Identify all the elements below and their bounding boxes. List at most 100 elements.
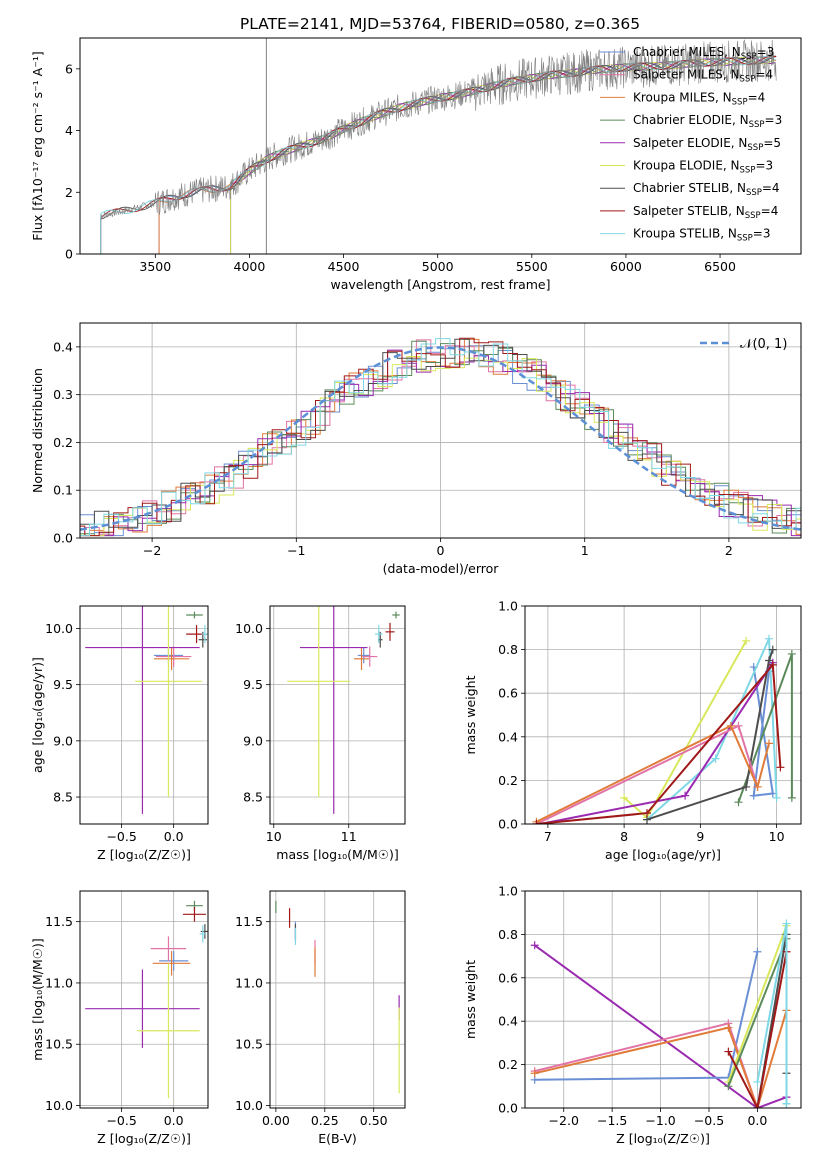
x-tick-label: 9 [696,829,704,844]
x-tick-label: 5500 [516,259,548,274]
y-tick-label: 2 [65,185,73,200]
weight-marker [749,791,758,800]
y-tick-label: 9.0 [243,733,263,748]
legend-name: Kroupa MILES, N [633,90,732,104]
x-axis-label: Z [log₁₀(Z/Z☉)] [97,1131,191,1146]
axes-frame [79,890,209,1109]
legend-name: Chabrier ELODIE, N [633,113,749,127]
errorbar-salpeter-miles [155,646,192,667]
x-tick-label: 5000 [422,259,454,274]
axes-frame [524,890,802,1109]
y-tick-label: 11.0 [235,975,263,990]
x-tick-label: 3500 [139,259,171,274]
axes-frame [269,605,406,825]
x-tick-label: 4000 [234,259,266,274]
weight-line [727,951,788,1108]
legend-nssp: =3 [765,113,783,127]
y-tick-label: 9.5 [243,677,263,692]
legend-entry: 𝒩(0, 1) [740,337,787,352]
y-tick-label: 0 [65,247,73,262]
weight-line [727,925,788,1083]
weight-marker [642,809,651,818]
y-tick-label: 0.0 [498,817,518,832]
errorbar-salpeter-stelib [385,622,395,641]
weight-marker [620,793,629,802]
y-tick-label: 11.5 [45,914,73,929]
legend-nssp: =5 [763,136,781,150]
y-tick-label: 1.0 [498,884,518,899]
errorbar-chabrier-elodie [186,611,203,619]
grid-lines [80,606,208,824]
x-tick-label: −0.5 [694,1113,724,1128]
legend-name: Kroupa STELIB, N [633,227,737,241]
x-tick-label: 4500 [328,259,360,274]
y-tick-label: 0.1 [53,483,73,498]
weight-marker [787,649,796,658]
mass-vs-metallicity-panel: −0.5 0.0 10.0 10.5 11.0 11.5 Z [log₁₀(Z/Z☉)] ma… [30,890,209,1146]
legend-nssp: =3 [757,45,775,59]
weight-marker [681,791,690,800]
weight-marker [742,636,751,645]
errorbar-kroupa-elodie [287,606,351,798]
weight-marker [787,793,796,802]
y-tick-label: 0.2 [498,1057,518,1072]
axes-frame [269,890,406,1109]
legend-entry: Salpeter MILES, NSSP=4 [633,68,773,85]
histogram-steps [80,337,801,537]
legend-name: Chabrier MILES, N [633,45,741,59]
y-axis-label: mass weight [463,960,478,1039]
weight-marker [724,1023,733,1032]
legend-nssp: =4 [748,90,766,104]
weight-marker [734,721,743,730]
x-tick-label: 0.0 [164,829,184,844]
y-tick-label: 0.8 [498,927,518,942]
histogram-chabrier-stelib [80,338,801,537]
y-axis-label: mass weight [463,675,478,754]
grid-lines [80,891,208,1108]
observed-spectrum-line [100,39,777,220]
weight-marker [711,754,720,763]
y-tick-label: 10.0 [235,1098,263,1113]
y-axis-label: Flux [fλ10⁻¹⁷ erg cm⁻² s⁻¹ A⁻¹] [30,51,45,240]
legend-subscript: SSP [747,143,763,153]
legend-nssp: =3 [753,227,771,241]
weight-line [536,662,782,824]
y-tick-label: 8.5 [243,790,263,805]
legend-name: Chabrier STELIB, N [633,181,746,195]
weight-marker [764,634,773,643]
weight-marker [734,798,743,807]
errorbar-kroupa-elodie [137,963,200,1099]
y-tick-label: 10.0 [45,621,73,636]
weight-line [646,649,774,821]
x-axis-label: age [log₁₀(age/yr)] [605,847,721,862]
x-tick-label: 10 [266,829,282,844]
error-bars [85,606,208,814]
y-tick-label: 10.5 [45,1037,73,1052]
x-tick-label: −0.5 [106,829,136,844]
error-bars [85,900,208,1099]
y-tick-label: 0.2 [53,435,73,450]
y-tick-label: 10.5 [235,1037,263,1052]
y-tick-label: 11.5 [235,914,263,929]
histogram-salpeter-stelib [80,337,801,537]
errorbar-salpeter-miles [362,646,378,667]
error-bars [287,606,400,814]
errorbar-salpeter-elodie [300,606,368,814]
weight-marker [726,721,735,730]
x-tick-label: −1.0 [645,1113,675,1128]
weight-vs-metallicity-panel: −2.0 −1.5 −1.0 −0.5 0.0 0.0 0.2 0.4 0.6 0.8 1.0 Z [… [463,884,802,1146]
legend-subscript: SSP [746,188,762,198]
x-tick-label: 2 [725,543,733,558]
y-tick-label: 0.3 [53,387,73,402]
weight-marker [772,793,781,802]
errorbar-kroupa-stelib [375,625,383,644]
spectrum-lines [100,39,777,254]
weight-line [534,1010,788,1108]
figure-title: PLATE=2141, MJD=53764, FIBERID=0580, z=0… [240,15,640,33]
y-tick-label: 1.0 [498,599,518,614]
x-axis-label: Z [log₁₀(Z/Z☉)] [616,1131,710,1146]
x-tick-label: 1 [581,543,589,558]
weight-marker [768,645,777,654]
x-tick-label: −1.5 [597,1113,627,1128]
x-axis-label: Z [log₁₀(Z/Z☉)] [97,847,191,862]
